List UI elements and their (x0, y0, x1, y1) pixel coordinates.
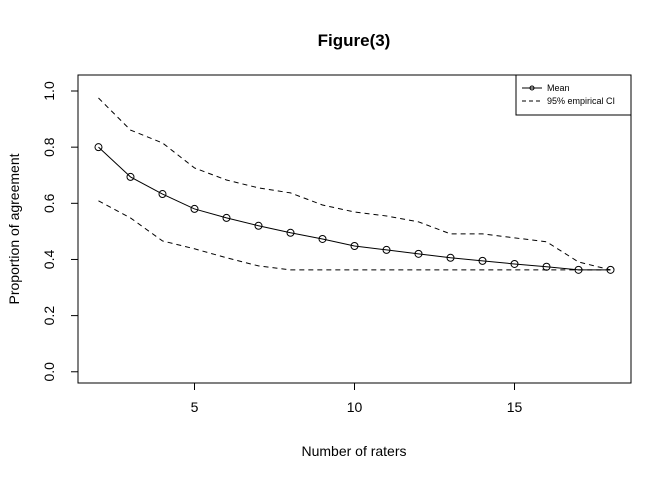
series-line (98, 97, 611, 271)
y-tick-label: 0.8 (41, 137, 57, 157)
series-line (98, 200, 611, 271)
point (126, 172, 135, 181)
legend-marker (529, 85, 535, 91)
point (382, 245, 391, 254)
point (158, 190, 167, 199)
x-tick-label: 5 (191, 399, 199, 415)
legend-box (515, 74, 632, 116)
point (286, 228, 295, 237)
y-tick-label: 0.6 (41, 193, 57, 213)
point (414, 249, 423, 258)
y-tick-label: 0.0 (41, 362, 57, 382)
y-axis-label: Proportion of agreement (6, 153, 22, 304)
x-axis-label: Number of raters (301, 443, 406, 459)
series-line (98, 146, 611, 271)
point (350, 241, 359, 250)
y-tick-label: 0.2 (41, 306, 57, 326)
x-tick-label: 10 (347, 399, 363, 415)
legend-label: 95% empirical CI (547, 96, 615, 106)
chart-title: Figure(3) (318, 31, 391, 50)
point (94, 143, 103, 152)
point (190, 204, 199, 213)
point (478, 256, 487, 265)
y-tick-label: 1.0 (41, 81, 57, 101)
point (510, 259, 519, 268)
legend-label: Mean (547, 83, 570, 93)
point (318, 234, 327, 243)
point (254, 221, 263, 230)
point (446, 253, 455, 262)
y-tick-label: 0.4 (41, 250, 57, 270)
point (222, 213, 231, 222)
x-tick-label: 15 (507, 399, 523, 415)
